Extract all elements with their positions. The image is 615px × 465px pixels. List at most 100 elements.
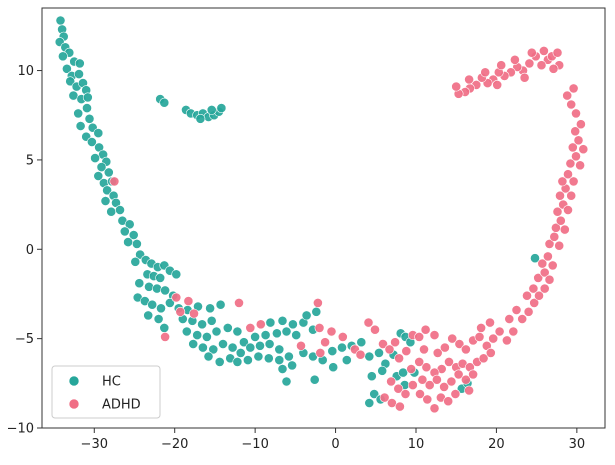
y-tick-label: 5 — [26, 153, 34, 168]
point-hc-57 — [155, 272, 166, 283]
point-adhd-47 — [478, 353, 489, 364]
point-hc-38 — [100, 196, 111, 206]
point-adhd-112 — [573, 135, 584, 146]
x-tick-label: 0 — [331, 437, 339, 452]
plot-frame — [41, 7, 606, 429]
point-adhd-57 — [439, 381, 449, 392]
point-hc-50 — [130, 256, 141, 267]
legend-marker-hc — [68, 375, 80, 387]
point-adhd-99 — [552, 206, 563, 217]
point-adhd-102 — [555, 190, 565, 201]
point-adhd-143 — [526, 47, 537, 58]
point-adhd-52 — [414, 356, 425, 367]
point-hc-80 — [159, 322, 170, 333]
point-adhd-80 — [517, 314, 528, 324]
point-adhd-12 — [320, 337, 330, 348]
point-adhd-73 — [386, 398, 397, 408]
point-hc-58 — [171, 269, 182, 280]
point-hc-130 — [328, 362, 339, 373]
point-hc-59 — [134, 278, 145, 289]
point-hc-62 — [160, 285, 170, 296]
point-hc-0 — [55, 15, 66, 26]
point-adhd-92 — [547, 260, 558, 271]
y-axis: −10 −5 0 5 10 — [7, 64, 42, 437]
point-hc-150 — [530, 253, 540, 264]
point-adhd-61 — [468, 369, 478, 380]
point-hc-78 — [197, 319, 207, 330]
point-hc-133 — [374, 347, 384, 358]
point-adhd-54 — [417, 374, 428, 385]
point-hc-118 — [311, 306, 322, 317]
point-hc-12 — [65, 76, 76, 87]
point-hc-103 — [253, 351, 264, 362]
point-hc-125 — [337, 342, 347, 353]
point-adhd-64 — [400, 389, 411, 399]
point-adhd-78 — [504, 314, 515, 324]
point-adhd-66 — [415, 389, 425, 399]
point-hc-144 — [369, 389, 380, 399]
series-adhd — [109, 46, 589, 414]
point-hc-36 — [102, 185, 112, 196]
point-hc-117 — [301, 310, 312, 321]
point-hc-140 — [366, 371, 377, 382]
point-hc-89 — [208, 344, 219, 355]
point-adhd-56 — [431, 374, 442, 385]
point-adhd-33 — [454, 339, 465, 349]
point-hc-114 — [287, 319, 298, 330]
point-adhd-11 — [314, 322, 325, 333]
point-adhd-63 — [393, 383, 404, 394]
point-hc-41 — [115, 205, 125, 215]
point-hc-91 — [227, 342, 238, 353]
point-hc-24 — [93, 128, 104, 138]
point-adhd-30 — [432, 347, 443, 358]
y-tick-label: −10 — [7, 422, 34, 437]
point-hc-132 — [364, 351, 375, 362]
point-hc-104 — [263, 353, 274, 364]
point-adhd-10 — [296, 340, 306, 351]
point-adhd-110 — [575, 160, 585, 171]
point-adhd-20 — [378, 339, 388, 349]
point-hc-31 — [96, 162, 107, 172]
point-adhd-79 — [511, 305, 522, 315]
point-hc-46 — [131, 238, 142, 249]
point-adhd-8 — [255, 319, 266, 330]
point-adhd-87 — [533, 272, 544, 283]
point-adhd-19 — [370, 324, 380, 335]
point-adhd-101 — [563, 205, 573, 215]
point-hc-93 — [203, 351, 214, 362]
point-adhd-5 — [234, 297, 244, 308]
point-hc-72 — [205, 303, 215, 314]
point-adhd-88 — [539, 267, 550, 278]
point-adhd-23 — [394, 353, 404, 364]
point-adhd-125 — [524, 58, 535, 69]
point-hc-124 — [327, 346, 338, 356]
point-adhd-91 — [543, 251, 553, 262]
point-adhd-9 — [312, 297, 323, 308]
point-adhd-26 — [414, 331, 425, 342]
point-adhd-138 — [451, 81, 462, 92]
point-adhd-86 — [539, 283, 550, 294]
point-hc-8 — [74, 58, 85, 69]
point-adhd-48 — [485, 347, 496, 358]
point-adhd-51 — [421, 362, 432, 373]
point-hc-86 — [232, 326, 243, 337]
point-hc-44 — [119, 226, 130, 237]
point-adhd-71 — [450, 389, 461, 399]
point-adhd-118 — [562, 90, 573, 101]
point-hc-11 — [74, 69, 84, 79]
point-hc-105 — [274, 355, 285, 365]
point-adhd-16 — [363, 317, 374, 328]
point-hc-152 — [159, 97, 170, 108]
point-hc-92 — [238, 337, 249, 348]
point-adhd-39 — [494, 326, 505, 337]
point-adhd-123 — [536, 60, 547, 71]
point-hc-96 — [235, 347, 246, 358]
point-hc-60 — [144, 281, 154, 292]
point-hc-142 — [398, 367, 408, 378]
point-adhd-104 — [566, 190, 577, 201]
point-adhd-28 — [429, 330, 440, 340]
point-hc-61 — [152, 283, 162, 294]
point-hc-43 — [124, 219, 135, 230]
point-adhd-76 — [501, 335, 512, 346]
